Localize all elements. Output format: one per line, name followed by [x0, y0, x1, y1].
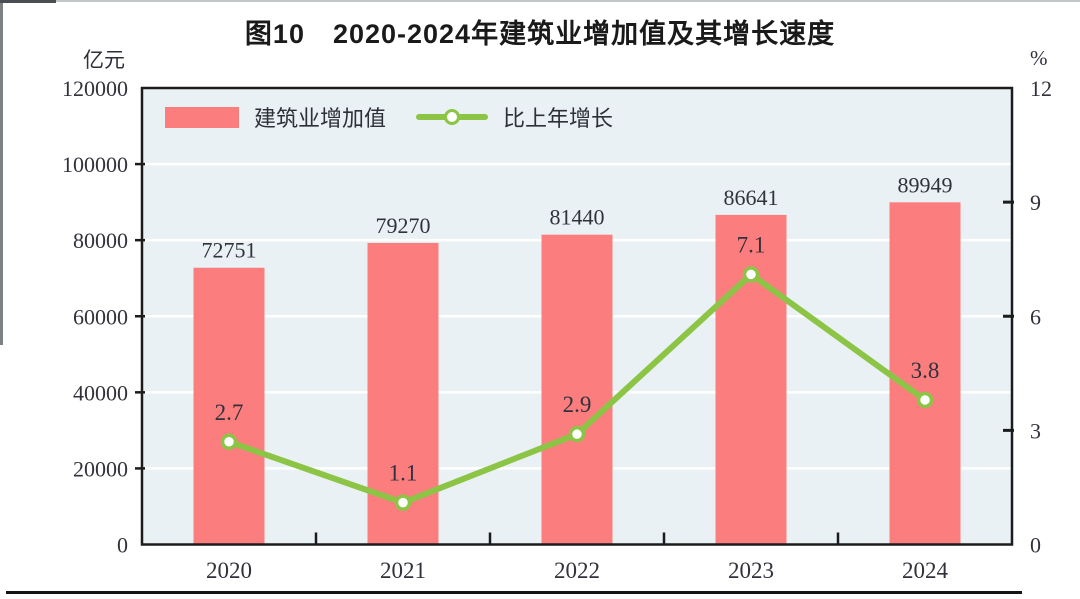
line-value-label-2022: 2.9	[563, 392, 592, 417]
left-axis-tick-label: 80000	[73, 228, 128, 253]
bar-value-label-2021: 79270	[376, 213, 431, 238]
right-axis-tick-label: 3	[1030, 418, 1041, 443]
bar-value-label-2023: 86641	[724, 185, 779, 210]
x-axis-label-2023: 2023	[728, 558, 774, 583]
x-axis-label-2021: 2021	[380, 558, 426, 583]
left-axis-tick-label: 20000	[73, 456, 128, 481]
right-axis-tick-label: 9	[1030, 190, 1041, 215]
bar-value-label-2020: 72751	[202, 238, 257, 263]
legend-line-marker	[416, 106, 489, 128]
chart-legend: 建筑业增加值 比上年增长	[165, 101, 613, 133]
legend-line-label: 比上年增长	[503, 106, 614, 131]
document-bottom-border	[6, 591, 1022, 594]
document-top-border	[0, 0, 1080, 2]
x-axis-label-2024: 2024	[902, 558, 949, 583]
legend-bar-label: 建筑业增加值	[254, 106, 387, 131]
line-point-2022	[568, 425, 586, 443]
x-axis-label-2020: 2020	[206, 558, 252, 583]
bar-2020	[193, 267, 265, 545]
line-point-2024	[916, 391, 934, 409]
right-axis-tick-label: 6	[1030, 304, 1041, 329]
line-value-label-2023: 7.1	[737, 232, 766, 257]
left-axis-tick-label: 100000	[62, 152, 128, 177]
left-axis-unit-label: 亿元	[83, 48, 125, 72]
bar-2023	[715, 214, 787, 545]
document-corner-mark	[0, 0, 56, 3]
bar-2022	[541, 234, 613, 545]
chart-title: 图10 2020-2024年建筑业增加值及其增长速度	[244, 19, 836, 49]
right-axis-tick-label: 12	[1030, 76, 1052, 101]
line-value-label-2024: 3.8	[911, 358, 940, 383]
line-value-label-2020: 2.7	[215, 400, 244, 425]
right-axis-unit-label: %	[1030, 46, 1048, 70]
document-left-border	[0, 0, 3, 345]
left-axis-tick-label: 120000	[62, 76, 128, 101]
legend-line-point	[444, 109, 461, 125]
left-axis-tick-label: 0	[117, 533, 128, 558]
legend-bar-swatch	[165, 106, 239, 128]
left-axis-tick-label: 40000	[73, 380, 128, 405]
bar-2024	[889, 202, 961, 545]
x-axis-label-2022: 2022	[554, 558, 600, 583]
line-point-2020	[220, 433, 238, 451]
bar-value-label-2022: 81440	[550, 205, 605, 230]
line-point-2021	[394, 494, 412, 511]
line-value-label-2021: 1.1	[389, 461, 418, 486]
bar-value-label-2024: 89949	[898, 172, 953, 197]
right-axis-tick-label: 0	[1030, 533, 1041, 558]
line-point-2023	[742, 266, 760, 283]
left-axis-tick-label: 60000	[73, 304, 128, 329]
